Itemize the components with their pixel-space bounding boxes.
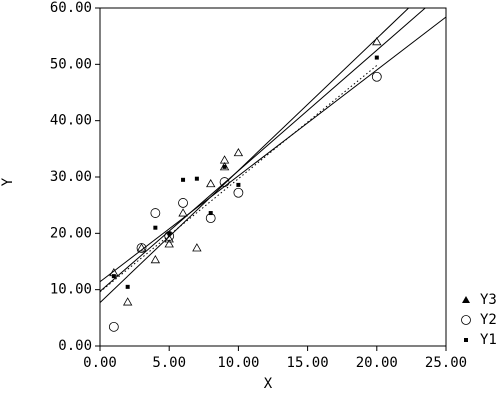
legend-marker [461,315,471,325]
x-tick-label: 20.00 [356,355,398,371]
data-point [136,243,147,252]
x-tick-label: 10.00 [217,355,259,371]
legend-label: Y2 [480,312,497,328]
data-point [222,164,227,169]
legend-label: Y1 [480,332,497,348]
y-tick-label: 40.00 [50,113,92,129]
data-point [194,176,199,181]
data-point [164,234,174,243]
data-point [150,208,161,218]
data-point [371,71,382,82]
legend-label: Y3 [480,292,497,308]
data-point [192,243,202,252]
plot-frame [99,7,447,347]
x-axis-label: X [264,376,273,392]
fit-line [99,65,378,293]
y-tick-label: 30.00 [50,169,92,185]
y-axis-label: Y [0,177,16,186]
x-tick-label: 15.00 [287,355,329,371]
data-point [374,55,379,60]
fit-line [99,7,426,292]
data-point [122,297,133,306]
fit-line [99,7,409,303]
fit-line [99,16,447,283]
y-tick-label: 0.00 [58,338,92,354]
data-point [206,178,216,188]
data-point [153,225,158,230]
data-point [167,231,172,236]
data-point [233,147,244,157]
x-tick-label: 5.00 [152,355,186,371]
y-tick-label: 50.00 [50,56,92,72]
y-tick-label: 10.00 [50,282,92,298]
y-tick-label: 20.00 [50,225,92,241]
data-point [208,211,213,216]
data-point [125,284,130,289]
x-tick-label: 25.00 [425,355,467,371]
data-point [219,155,230,164]
data-point [219,177,230,187]
data-point [111,274,116,279]
data-point [233,187,244,198]
data-point [164,239,174,248]
data-point [150,255,161,264]
data-point [178,198,188,208]
x-tick-label: 0.00 [83,355,117,371]
data-point [181,177,186,182]
data-point [178,208,188,217]
data-point [136,243,147,253]
data-point [372,36,382,46]
legend-marker [462,296,470,303]
legend-marker [464,338,468,342]
data-point [236,182,241,187]
y-tick-label: 60.00 [50,0,92,16]
data-point [108,321,119,332]
